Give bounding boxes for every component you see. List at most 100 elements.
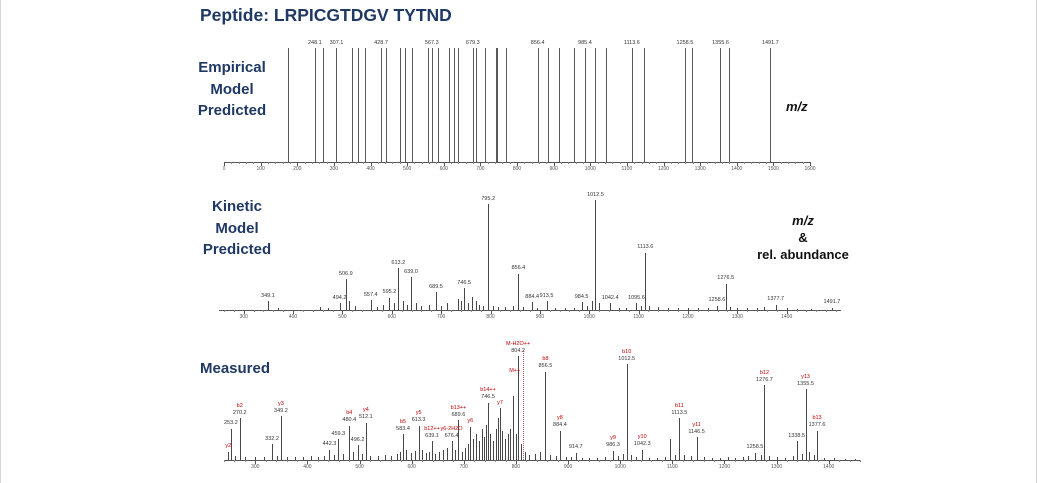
tick-label: 1400 <box>731 166 743 172</box>
spectrum-peak <box>525 451 527 460</box>
spectrum-peak <box>622 453 624 460</box>
peak-mz-label: 567.3 <box>424 39 439 46</box>
spectrum-peak <box>438 451 440 460</box>
spectrum-peak <box>796 441 798 460</box>
tick-label: 1500 <box>767 166 779 172</box>
spectrum-peak <box>668 307 670 310</box>
minor-tick <box>233 310 235 312</box>
peak-mz-label: 349.1 <box>261 292 275 299</box>
major-tick <box>391 310 393 314</box>
spectrum-peak <box>475 301 477 310</box>
spectrum-peak <box>442 449 444 460</box>
spectrum-peak <box>775 304 777 310</box>
spectrum-peak <box>735 457 737 460</box>
minor-tick <box>651 460 653 462</box>
spectrum-peak <box>473 439 475 460</box>
tick-label: 1300 <box>731 314 743 320</box>
minor-tick <box>766 460 768 462</box>
spectrum-peak <box>554 307 556 310</box>
minor-tick <box>766 310 768 312</box>
minor-tick <box>536 460 538 462</box>
kinetic-note-mz: m/z <box>792 213 814 228</box>
spectrum-peak <box>399 48 401 162</box>
minor-tick <box>253 162 255 164</box>
tick-label: 500 <box>338 314 347 320</box>
spectrum-peak <box>711 457 713 460</box>
minor-tick <box>530 310 531 312</box>
peak-mz-label: 1012.5 <box>586 191 604 198</box>
spectrum-peak <box>801 453 803 460</box>
peak-mz-label: 914.7 <box>568 444 583 451</box>
spectrum-peak <box>410 452 412 460</box>
tick-label: 1200 <box>657 166 670 172</box>
peak-mz-label: 253.2 <box>223 420 238 427</box>
spectrum-peak <box>747 307 749 310</box>
minor-tick <box>557 460 559 462</box>
tick-label: 900 <box>549 166 558 172</box>
spectrum-peak <box>472 48 474 162</box>
spectrum-peak <box>349 425 351 460</box>
spectrum-peak <box>400 451 402 460</box>
spectrum-peak <box>447 303 449 310</box>
precursor-ion-label: M++ <box>509 367 521 374</box>
peak-mz-label: 248.1 <box>307 39 322 46</box>
minor-tick <box>495 162 497 164</box>
minor-tick <box>245 162 247 164</box>
spectrum-peak <box>398 268 400 310</box>
spectrum-peak <box>581 457 583 460</box>
spectrum-peak <box>658 306 660 310</box>
minor-tick <box>802 162 804 164</box>
spectrum-peak <box>613 450 615 460</box>
spectrum-peak <box>657 457 659 460</box>
peak-mz-label: 1338.5 <box>788 432 806 439</box>
minor-tick <box>816 310 818 312</box>
minor-tick <box>757 310 759 312</box>
minor-tick <box>392 162 394 164</box>
measured-spectrum-plot: 300 400 500 600 700 800 900 1000 1100 1200 1300 140… <box>223 338 861 470</box>
major-tick <box>737 310 739 314</box>
minor-tick <box>458 162 460 164</box>
spectrum-peak <box>322 48 324 162</box>
minor-tick <box>579 310 581 312</box>
spectrum-peak <box>537 307 539 310</box>
tick-label: 1200 <box>682 314 694 320</box>
peak-mz-label: 583.4 <box>396 425 410 432</box>
spectrum-peak <box>411 277 413 310</box>
spectrum-peak <box>725 283 727 310</box>
spectrum-peak <box>687 307 689 310</box>
spectrum-peak <box>809 451 811 460</box>
minor-tick <box>744 162 746 164</box>
minor-tick <box>304 162 306 164</box>
minor-tick <box>599 310 601 312</box>
spectrum-peak <box>383 304 385 310</box>
tick-label: 200 <box>293 166 302 172</box>
empirical-label-line-3: Predicted <box>197 102 267 119</box>
spectrum-peak <box>844 458 846 460</box>
spectrum-peak <box>333 454 335 460</box>
spectrum-peak <box>499 408 501 460</box>
peak-mz-label: 557.4 <box>363 291 378 298</box>
minor-tick <box>349 460 351 462</box>
kinetic-spectrum-plot: 300 400 500 600 700 800 900 1000 1100 1200 1300 140… <box>219 184 841 320</box>
spectrum-peak <box>537 48 539 162</box>
spectrum-peak <box>426 452 428 460</box>
minor-tick <box>312 310 314 312</box>
spectrum-peak <box>239 418 241 460</box>
spectrum-peak <box>679 418 681 460</box>
spectrum-peak <box>513 395 515 460</box>
minor-tick <box>747 310 749 312</box>
spectrum-peak <box>467 444 469 460</box>
minor-tick <box>265 460 267 462</box>
minor-tick <box>480 310 482 312</box>
tick-label: 300 <box>329 166 339 172</box>
spectrum-peak <box>287 456 289 460</box>
tick-label: 800 <box>512 166 522 172</box>
spectrum-peak <box>754 452 756 460</box>
major-tick <box>441 310 443 314</box>
spectrum-peak <box>310 455 312 460</box>
spectrum-peak <box>507 434 509 460</box>
minor-tick <box>692 162 694 164</box>
kinetic-axis-note: m/z & rel. abundance <box>748 212 858 263</box>
spectrum-peak <box>555 455 557 460</box>
spectrum-peak <box>697 307 699 310</box>
